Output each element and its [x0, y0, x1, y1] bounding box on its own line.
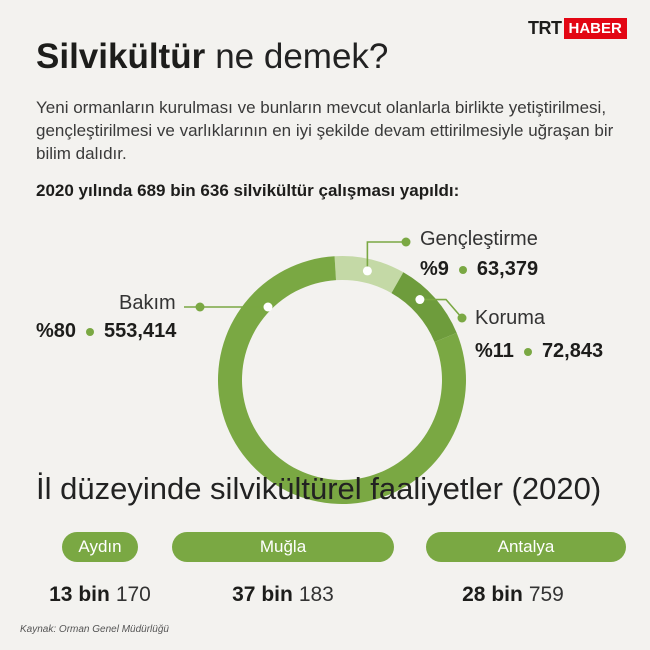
- title-light: ne demek?: [215, 37, 389, 76]
- dot-genclestirme: [458, 265, 467, 274]
- leader-genclestirme-start-dot: [362, 266, 372, 276]
- leader-koruma-start-dot: [415, 295, 425, 305]
- leader-genclestirme: [366, 241, 406, 271]
- brand-logo: TRT HABER: [528, 16, 627, 40]
- stat-antalya: 28 bin 759: [443, 583, 583, 607]
- stat-mugla: 37 bin 183: [213, 583, 353, 607]
- stat-aydin-bold: 13 bin: [49, 583, 110, 606]
- value-genclestirme: %9 63,379: [420, 258, 538, 281]
- leader-genclestirme-end-dot: [401, 237, 411, 247]
- percent-koruma: %11: [475, 340, 514, 362]
- stat-antalya-light: 759: [528, 583, 564, 606]
- leader-koruma: [419, 298, 463, 319]
- section-title: İl düzeyinde silvikültürel faaliyetler (…: [36, 471, 602, 506]
- label-bakim: Bakım: [119, 292, 176, 314]
- title-strong: Silvikültür: [36, 37, 206, 76]
- count-bakim: 553,414: [104, 320, 177, 342]
- value-koruma: %11 72,843: [475, 340, 603, 363]
- leader-bakim-end-dot: [195, 302, 205, 312]
- leader-koruma-end-dot: [457, 313, 467, 323]
- page-title: Silvikültür ne demek?: [36, 37, 388, 77]
- description: Yeni ormanların kurulması ve bunların me…: [36, 98, 614, 163]
- value-bakim: %80 553,414: [36, 320, 176, 343]
- stat-mugla-light: 183: [298, 583, 334, 606]
- brand-haber: HABER: [563, 17, 627, 39]
- stat-mugla-bold: 37 bin: [232, 583, 293, 606]
- stat-aydin-light: 170: [115, 583, 151, 606]
- percent-bakim: %80: [36, 320, 77, 342]
- label-koruma: Koruma: [475, 307, 546, 329]
- leader-bakim-start-dot: [263, 302, 273, 312]
- count-genclestirme: 63,379: [476, 258, 539, 280]
- chart-subheading: 2020 yılında 689 bin 636 silvikültür çal…: [36, 181, 460, 200]
- pill-antalya: Antalya: [426, 532, 626, 562]
- source-note: Kaynak: Orman Genel Müdürlüğü: [20, 624, 169, 635]
- pill-aydin: Aydın: [62, 532, 138, 562]
- percent-genclestirme: %9: [420, 258, 449, 280]
- stat-antalya-bold: 28 bin: [462, 583, 523, 606]
- dot-bakim: [86, 327, 95, 336]
- pill-mugla: Muğla: [172, 532, 394, 562]
- dot-koruma: [523, 347, 532, 356]
- stat-aydin: 13 bin 170: [40, 583, 160, 607]
- count-koruma: 72,843: [541, 340, 604, 362]
- slice-koruma: [391, 272, 457, 343]
- brand-trt: TRT: [528, 17, 562, 38]
- label-genclestirme: Gençleştirme: [420, 228, 538, 250]
